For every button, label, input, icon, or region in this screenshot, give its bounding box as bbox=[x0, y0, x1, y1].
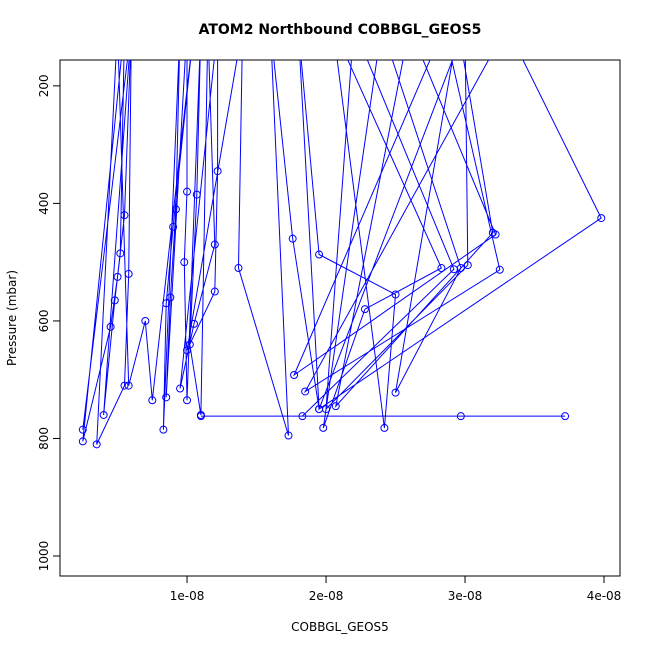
data-point bbox=[319, 423, 328, 432]
x-tick-label: 2e-08 bbox=[309, 589, 344, 603]
data-line bbox=[82, 60, 602, 445]
data-point bbox=[380, 423, 389, 432]
y-tick-label: 200 bbox=[37, 74, 51, 97]
data-point bbox=[360, 305, 369, 314]
data-point bbox=[116, 249, 125, 258]
x-tick-label: 3e-08 bbox=[448, 589, 483, 603]
data-point bbox=[463, 261, 472, 270]
data-point bbox=[120, 381, 129, 390]
data-point bbox=[288, 234, 297, 243]
data-point bbox=[196, 412, 205, 421]
data-point bbox=[166, 293, 175, 302]
data-point bbox=[148, 396, 157, 405]
data-point bbox=[391, 290, 400, 299]
data-point bbox=[597, 214, 606, 223]
data-point bbox=[183, 187, 192, 196]
data-point bbox=[456, 412, 465, 421]
data-point bbox=[110, 296, 119, 305]
data-point bbox=[106, 322, 115, 331]
data-point bbox=[290, 371, 299, 380]
data-point bbox=[322, 405, 331, 414]
data-point bbox=[171, 205, 180, 214]
data-point bbox=[437, 264, 446, 273]
data-point bbox=[284, 431, 293, 440]
y-tick-label: 800 bbox=[37, 427, 51, 450]
data-point bbox=[495, 265, 504, 274]
data-point bbox=[183, 346, 192, 355]
data-point bbox=[78, 437, 87, 446]
data-point bbox=[99, 410, 108, 419]
data-point bbox=[301, 387, 310, 396]
y-tick-label: 400 bbox=[37, 192, 51, 215]
plot-frame bbox=[59, 59, 621, 577]
data-point bbox=[210, 240, 219, 249]
data-point bbox=[141, 316, 150, 325]
x-tick-label: 4e-08 bbox=[587, 589, 622, 603]
data-point bbox=[162, 299, 171, 308]
data-point bbox=[183, 396, 192, 405]
data-point bbox=[169, 222, 178, 231]
chart-title: ATOM2 Northbound COBBGL_GEOS5 bbox=[199, 22, 482, 38]
data-point bbox=[491, 230, 500, 239]
data-point bbox=[176, 384, 185, 393]
data-point bbox=[210, 287, 219, 296]
data-point bbox=[449, 265, 458, 274]
data-point bbox=[561, 412, 570, 421]
data-point bbox=[315, 250, 324, 259]
data-point bbox=[92, 440, 101, 449]
data-point bbox=[189, 319, 198, 328]
data-point bbox=[213, 167, 222, 176]
data-point bbox=[120, 211, 129, 220]
data-point bbox=[78, 425, 87, 434]
data-point bbox=[391, 388, 400, 397]
data-point bbox=[234, 264, 243, 273]
y-tick-label: 1000 bbox=[37, 541, 51, 572]
data-point bbox=[124, 269, 133, 278]
y-axis-label: Pressure (mbar) bbox=[5, 270, 19, 366]
data-point bbox=[124, 381, 133, 390]
plot-area bbox=[78, 60, 606, 449]
x-tick-label: 1e-08 bbox=[170, 589, 205, 603]
data-point bbox=[159, 425, 168, 434]
data-point bbox=[180, 258, 189, 267]
data-point bbox=[192, 190, 201, 199]
y-tick-label: 600 bbox=[37, 309, 51, 332]
data-point bbox=[162, 393, 171, 402]
data-point bbox=[331, 402, 340, 411]
data-point bbox=[113, 272, 122, 281]
data-point bbox=[298, 412, 307, 421]
x-axis-label: COBBGL_GEOS5 bbox=[291, 620, 389, 634]
